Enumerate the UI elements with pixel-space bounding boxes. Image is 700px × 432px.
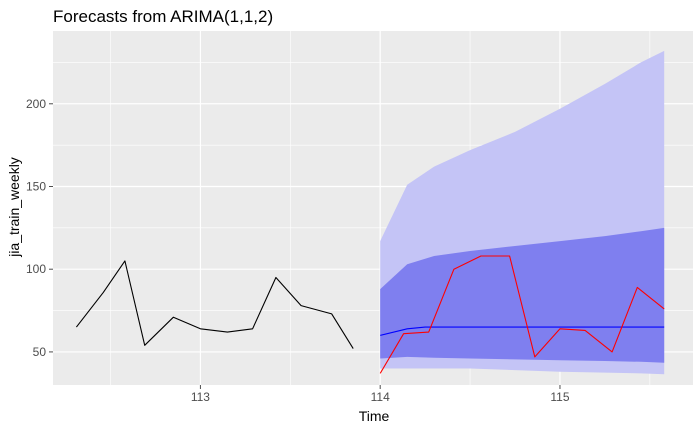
confidence-bands [380,50,665,375]
x-axis-title: Time [359,408,390,424]
forecast-line [380,326,665,336]
x-axis: 113 114 115 [191,385,570,404]
ci-band-80 [380,227,665,363]
y-tick-label: 50 [33,345,47,359]
y-axis: 50 100 150 200 [26,97,53,359]
y-tick-label: 100 [26,262,46,276]
y-tick-label: 150 [26,179,46,193]
actual-line [379,255,665,374]
y-tick-label: 200 [26,97,46,111]
x-tick-label: 114 [371,390,390,404]
chart-title: Forecasts from ARIMA(1,1,2) [53,7,273,26]
history-line [75,260,354,349]
x-tick-label: 115 [550,390,569,404]
series-lines [75,255,665,374]
y-axis-title: jia_train_weekly [6,157,22,258]
x-tick-label: 113 [191,390,210,404]
